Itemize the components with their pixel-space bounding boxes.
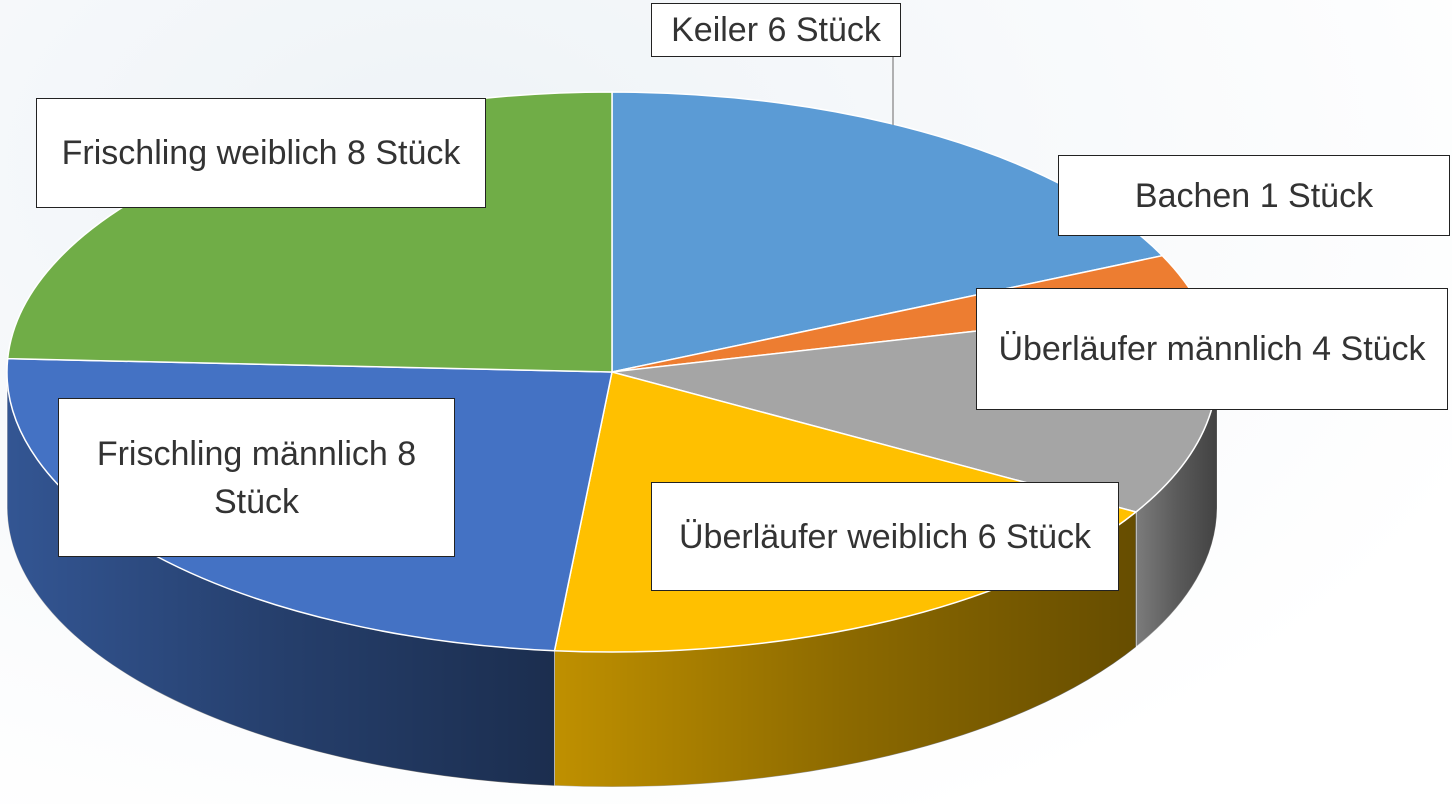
pie-side-shade — [7, 372, 555, 786]
category-name: Frischling weiblich — [61, 134, 338, 172]
label-text: Frischling männlich 8 Stück — [73, 430, 440, 526]
value-label: 6 Stück — [977, 517, 1091, 556]
pie-sides — [6, 371, 1218, 788]
category-name: Bachen — [1134, 176, 1251, 215]
pie-side-shade — [1135, 372, 1217, 647]
pie-side-shade — [554, 512, 1136, 787]
category-name: Frischling männlich — [96, 434, 388, 473]
value-label: 4 Stück — [1312, 330, 1426, 368]
value-label: 8 Stück — [213, 434, 417, 521]
label-text: Keiler 6 Stück — [656, 6, 896, 54]
category-name: Überläufer weiblich — [679, 517, 969, 556]
data-label: Frischling männlich 8 Stück — [58, 398, 455, 557]
data-label: Bachen 1 Stück — [1058, 155, 1450, 236]
label-text: Frischling weiblich 8 Stück — [51, 129, 471, 177]
label-text: Überläufer weiblich 6 Stück — [666, 513, 1104, 561]
value-label: 1 Stück — [1259, 176, 1374, 215]
value-label: 8 Stück — [346, 134, 461, 172]
category-name: Keiler — [671, 11, 759, 49]
data-label: Frischling weiblich 8 Stück — [36, 98, 486, 208]
data-label: Keiler 6 Stück — [651, 3, 901, 57]
label-text: Bachen 1 Stück — [1073, 172, 1435, 220]
label-text: Überläufer männlich 4 Stück — [991, 325, 1433, 373]
data-label: Überläufer männlich 4 Stück — [976, 288, 1448, 410]
value-label: 6 Stück — [767, 11, 881, 49]
category-name: Überläufer männlich — [998, 330, 1303, 368]
data-label: Überläufer weiblich 6 Stück — [651, 482, 1119, 591]
